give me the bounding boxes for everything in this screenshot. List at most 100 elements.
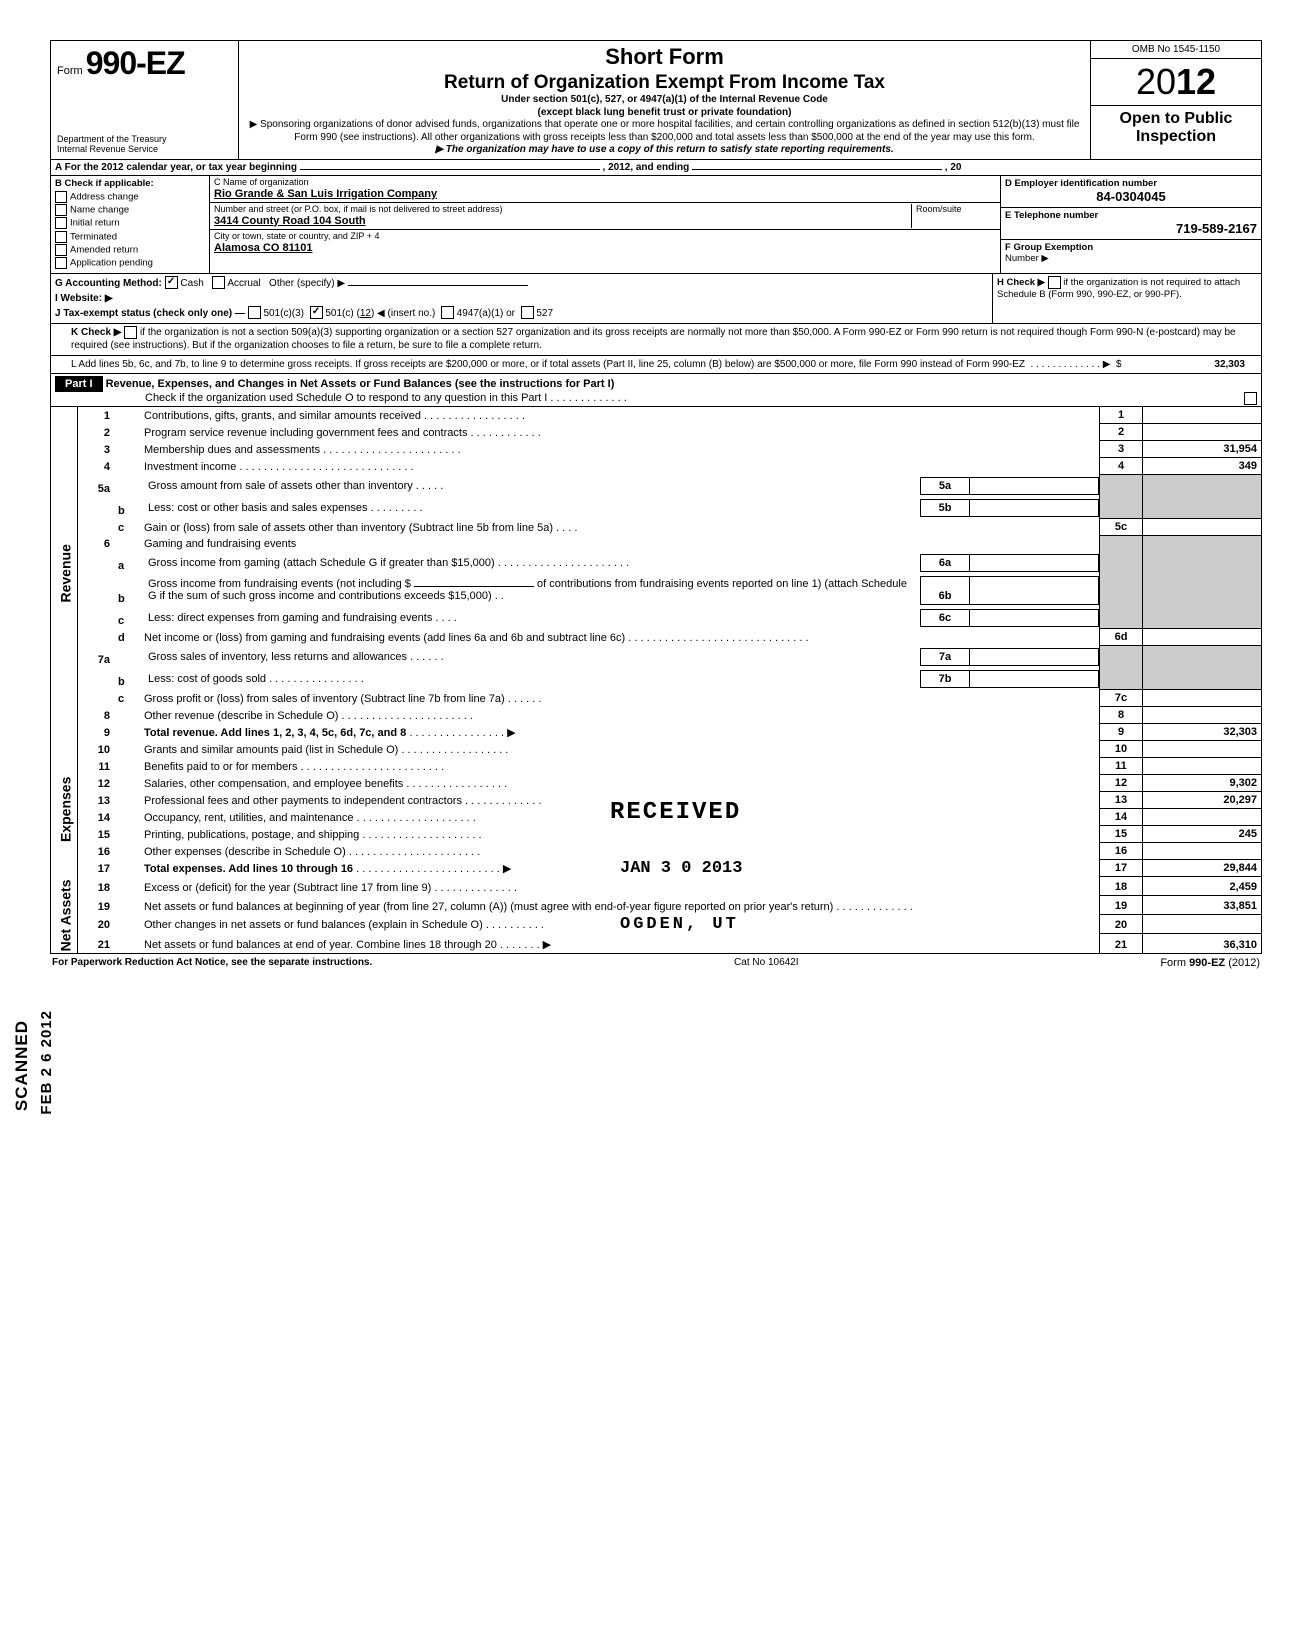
n21: 21	[78, 933, 115, 953]
d7a: Gross sales of inventory, less returns a…	[148, 651, 407, 663]
ck-k[interactable]	[124, 326, 137, 339]
row-ghij: G Accounting Method: ✓ Cash Accrual Othe…	[50, 273, 1262, 324]
n6c: c	[114, 607, 140, 629]
col-b: B Check if applicable: Address change Na…	[51, 176, 210, 273]
a18: 2,459	[1143, 877, 1262, 896]
ck-accrual[interactable]	[212, 276, 225, 289]
col-de: D Employer identification number 84-0304…	[1000, 176, 1261, 273]
c-addr-row: Number and street (or P.O. box, if mail …	[210, 203, 1000, 230]
d1: Contributions, gifts, grants, and simila…	[144, 410, 421, 422]
ck-initial[interactable]	[55, 217, 67, 229]
g-other: Other (specify) ▶	[269, 278, 345, 289]
d6: Gaming and fundraising events	[140, 536, 1100, 552]
n7c: c	[114, 690, 140, 707]
n18: 18	[78, 877, 115, 896]
r21: 21	[1100, 933, 1143, 953]
form-id-box: Form 990-EZ Department of the Treasury I…	[51, 41, 239, 159]
omb-number: OMB No 1545-1150	[1091, 41, 1261, 59]
n3: 3	[78, 441, 115, 458]
stamp-scanned: SCANNED	[12, 1020, 32, 1111]
lines-table: Revenue 1 Contributions, gifts, grants, …	[50, 407, 1262, 953]
footer-mid: Cat No 10642I	[734, 957, 799, 969]
d19: Net assets or fund balances at beginning…	[144, 901, 833, 913]
ck-amended[interactable]	[55, 244, 67, 256]
a6d	[1143, 629, 1262, 646]
form-title-box: Short Form Return of Organization Exempt…	[239, 41, 1090, 159]
d14: Occupancy, rent, utilities, and maintena…	[144, 812, 354, 824]
year-prefix: 20	[1136, 61, 1176, 102]
open-public: Open to Public Inspection	[1091, 106, 1261, 149]
footer-left: For Paperwork Reduction Act Notice, see …	[52, 957, 372, 969]
d4: Investment income	[144, 461, 236, 473]
l-text: L Add lines 5b, 6c, and 7b, to line 9 to…	[71, 359, 1025, 370]
dept-irs: Internal Revenue Service	[57, 145, 232, 155]
a1	[1143, 407, 1262, 424]
ck-pending[interactable]	[55, 257, 67, 269]
d17: Total expenses. Add lines 10 through 16	[144, 863, 353, 875]
b5b: 5b	[921, 499, 970, 516]
a11	[1143, 758, 1262, 775]
ck-501c3[interactable]	[248, 306, 261, 319]
opt-pending: Application pending	[70, 258, 153, 269]
n6b: b	[114, 574, 140, 607]
d6d: Net income or (loss) from gaming and fun…	[144, 632, 625, 644]
e-label: E Telephone number	[1005, 210, 1098, 221]
org-name: Rio Grande & San Luis Irrigation Company	[214, 188, 996, 201]
e-row: E Telephone number 719-589-2167	[1001, 208, 1261, 240]
n12: 12	[78, 775, 115, 792]
a10	[1143, 741, 1262, 758]
opt-amended: Amended return	[70, 244, 138, 255]
a13: 20,297	[1143, 792, 1262, 809]
a15: 245	[1143, 826, 1262, 843]
i-label: I Website: ▶	[55, 293, 113, 304]
j-527: 527	[536, 308, 553, 319]
subtitle-state: ▶ The organization may have to use a cop…	[245, 144, 1084, 157]
ck-4947[interactable]	[441, 306, 454, 319]
j-cnum: 12	[360, 308, 371, 319]
subtitle-code: Under section 501(c), 527, or 4947(a)(1)…	[245, 94, 1084, 107]
opt-name: Name change	[70, 204, 129, 215]
ck-address[interactable]	[55, 191, 67, 203]
n8: 8	[78, 707, 115, 724]
ck-cash[interactable]: ✓	[165, 276, 178, 289]
ck-501c[interactable]: ✓	[310, 306, 323, 319]
a-mid: , 2012, and ending	[603, 162, 690, 173]
b5a: 5a	[921, 477, 970, 494]
form-prefix: Form	[57, 65, 83, 77]
k-label: K Check ▶	[71, 327, 121, 338]
d10: Grants and similar amounts paid (list in…	[144, 744, 398, 756]
j-c3: 501(c)(3)	[263, 308, 304, 319]
ck-terminated[interactable]	[55, 231, 67, 243]
c-name-row: C Name of organization Rio Grande & San …	[210, 176, 1000, 203]
ck-h[interactable]	[1048, 276, 1061, 289]
d18: Excess or (deficit) for the year (Subtra…	[144, 882, 431, 894]
h-label: H Check ▶	[997, 277, 1045, 288]
d3: Membership dues and assessments	[144, 444, 320, 456]
ein-value: 84-0304045	[1005, 189, 1257, 205]
ck-527[interactable]	[521, 306, 534, 319]
r8: 8	[1100, 707, 1143, 724]
side-revenue: Revenue	[51, 407, 78, 741]
opt-initial: Initial return	[70, 218, 120, 229]
n9: 9	[78, 724, 115, 741]
r7c: 7c	[1100, 690, 1143, 707]
d6c: Less: direct expenses from gaming and fu…	[148, 612, 432, 624]
d15: Printing, publications, postage, and shi…	[144, 829, 359, 841]
r5c: 5c	[1100, 519, 1143, 536]
b6c: 6c	[921, 609, 970, 626]
d6b: Gross income from fundraising events (no…	[148, 578, 411, 590]
n6a: a	[114, 552, 140, 574]
a19: 33,851	[1143, 896, 1262, 915]
short-form-title: Short Form	[245, 43, 1084, 71]
d9: Total revenue. Add lines 1, 2, 3, 4, 5c,…	[144, 727, 406, 739]
c-city-label: City or town, state or country, and ZIP …	[214, 231, 996, 242]
n5c: c	[114, 519, 140, 536]
room-label: Room/suite	[911, 204, 996, 228]
form-number: 990-EZ	[86, 45, 185, 81]
ck-name[interactable]	[55, 204, 67, 216]
subtitle-sponsoring: ▶ Sponsoring organizations of donor advi…	[245, 119, 1084, 144]
part1-header-row: Part I Revenue, Expenses, and Changes in…	[50, 374, 1262, 407]
ck-part1[interactable]	[1244, 392, 1257, 405]
org-addr: 3414 County Road 104 South	[214, 215, 911, 228]
d20: Other changes in net assets or fund bala…	[144, 919, 483, 931]
